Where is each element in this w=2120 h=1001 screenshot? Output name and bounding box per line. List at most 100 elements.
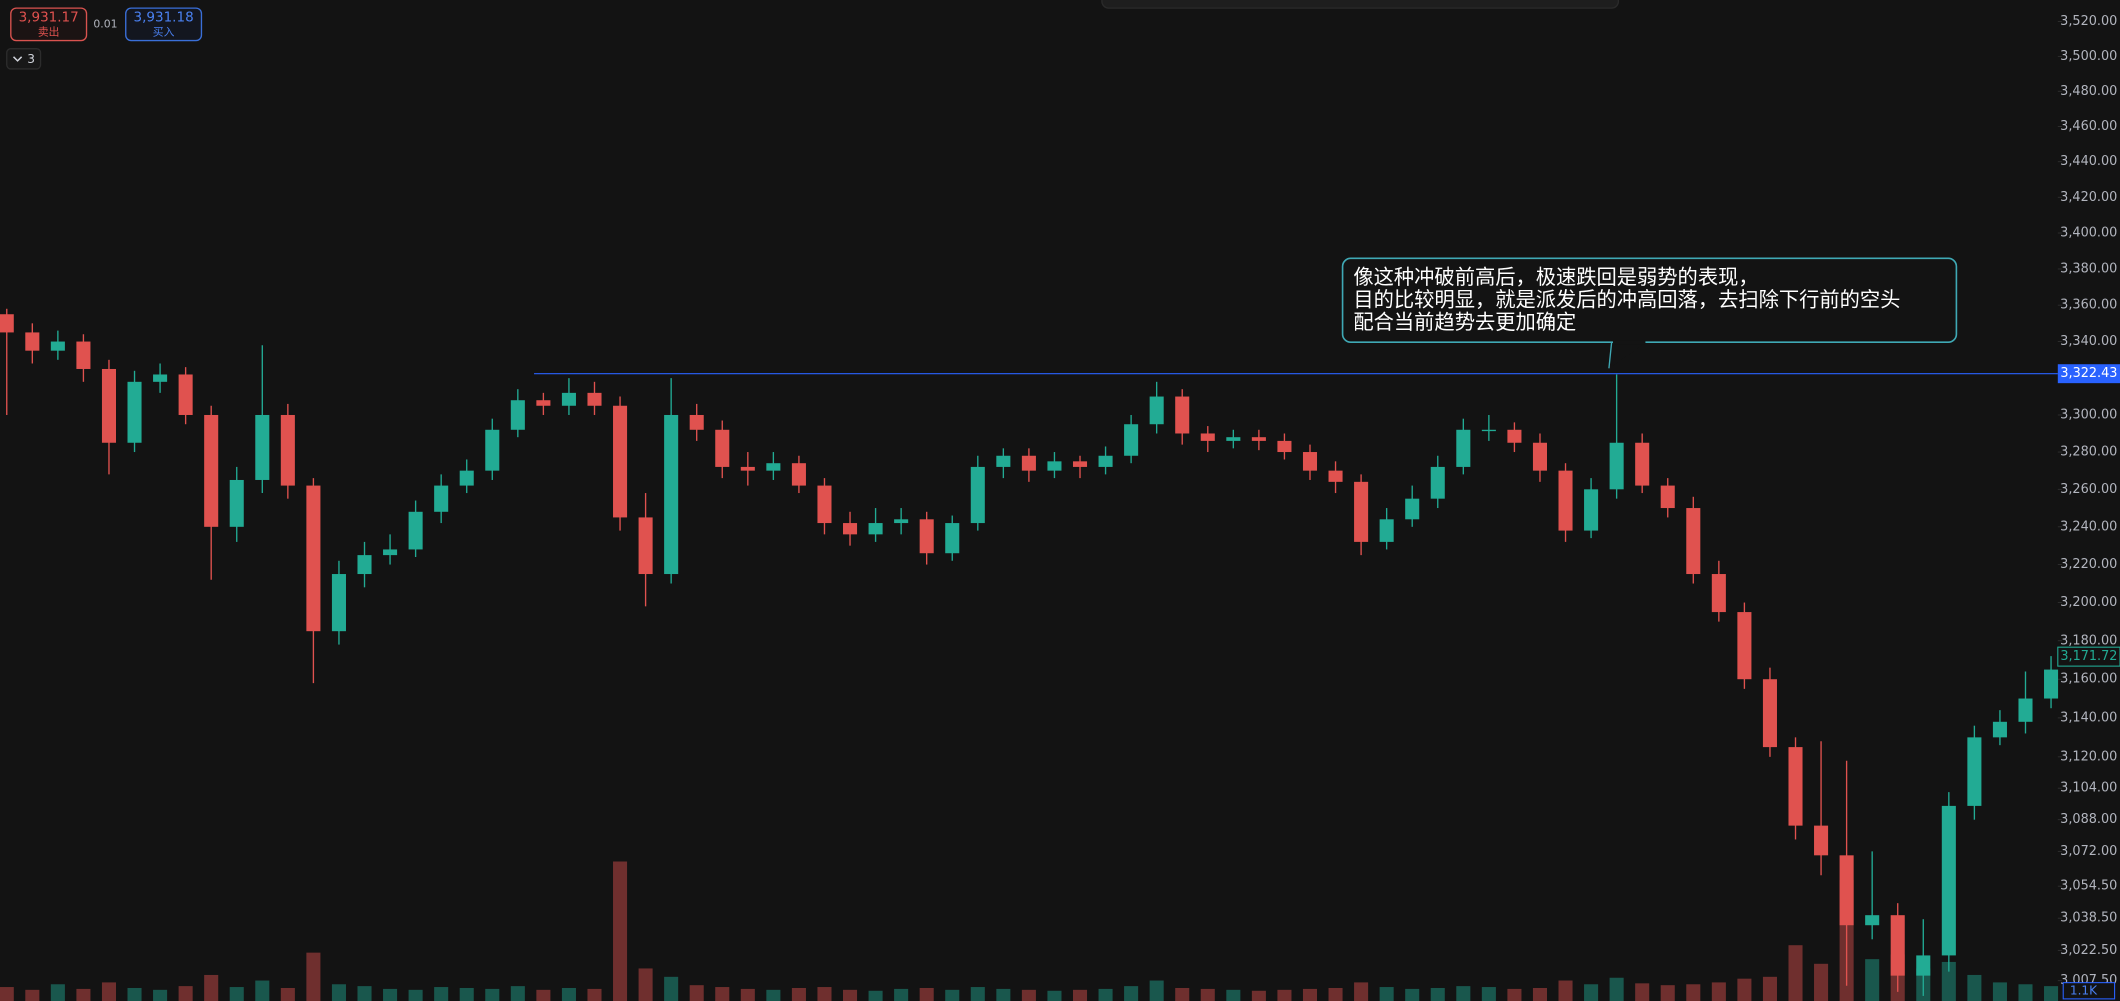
candle-body [408,511,423,550]
candle-body [485,429,500,471]
annotation-box [1341,257,1958,344]
candle-body [1967,737,1982,806]
candle-body [101,368,117,443]
y-tick-label: 3,300.00 [2060,407,2117,422]
candle-body [740,466,755,471]
y-tick-label: 3,480.00 [2060,84,2117,99]
y-tick-label: 3,104.00 [2060,781,2117,796]
top-toolbar[interactable] [1101,0,1620,9]
candle-body [1609,442,1624,490]
candle-body [1890,915,1905,976]
volume-bar [2018,984,2033,1001]
volume-bar [1047,990,1062,1001]
volume-bar [1175,987,1190,1001]
y-tick-label: 3,280.00 [2060,445,2117,460]
volume-bar [689,985,704,1001]
y-tick-label: 3,240.00 [2060,519,2117,534]
candle-body [868,523,883,535]
y-tick-label: 3,072.00 [2060,844,2117,859]
candle-body [1047,461,1062,471]
volume-bar [280,987,295,1001]
volume-bar [638,968,653,1001]
volume-bar [1814,963,1829,1001]
volume-bar [306,952,321,1001]
sell-price: 3,931.17 [19,10,79,26]
y-tick-label: 3,500.00 [2060,49,2117,64]
candle-body [1865,915,1880,926]
candle-body [1456,429,1471,467]
candle-body [1072,461,1088,467]
volume-bar [1532,987,1548,1001]
volume-bar [434,987,449,1001]
candle-body [255,414,270,480]
volume-bar [664,976,679,1001]
volume-bar [1379,987,1394,1001]
annotation-text: 配合当前趋势去更加确定 [1353,310,1576,334]
volume-bar [459,987,474,1001]
reference-badge [2057,364,2120,384]
y-tick-label: 3,340.00 [2060,334,2117,349]
volume-bar [1098,988,1113,1001]
candle-body [1686,508,1701,575]
volume-bar [1941,961,1956,1001]
volume-bar [1200,988,1215,1001]
candle-body [1660,485,1675,509]
sell-label: 卖出 [38,24,60,38]
candle-body [894,519,909,524]
volume-bar [740,988,755,1001]
candle-body [383,549,398,556]
volume-bar [1660,985,1675,1001]
volume-bar [1354,982,1369,1001]
volume-bar [229,987,244,1001]
volume-bar [127,987,142,1001]
candle-body [1379,519,1394,542]
candle-body [1558,470,1573,531]
volume-bar [485,988,500,1001]
volume-bar [0,987,14,1001]
volume-bar [1686,984,1701,1001]
candle-body [791,463,806,486]
volume-bar [1635,983,1650,1001]
annotation-text: 目的比较明显，就是派发后的冲高回落，去扫除下行前的空头 [1353,287,1900,311]
volume-bar [791,987,806,1001]
candle-body [25,332,40,351]
overlay: 3,931.17 卖出 0.01 3,931.18 买入 3 像这种冲破前高后，… [6,0,1958,369]
candle-body [996,455,1011,467]
y-tick-label: 3,260.00 [2060,482,2117,497]
candle-body [1635,442,1650,486]
dropdown-chevron [12,56,23,62]
candle-body [843,523,858,535]
reference-label: 3,322.43 [2060,366,2117,381]
volume-bar [1737,978,1752,1001]
buy-button[interactable] [125,7,203,42]
candle-body [178,374,193,415]
dropdown-value: 3 [27,52,35,66]
last-price-label: 3,171.72 [2060,649,2117,664]
sell-button[interactable] [10,7,88,42]
candle-body [1992,721,2007,738]
dropdown[interactable] [6,48,42,70]
y-tick-label: 3,140.00 [2060,710,2117,725]
volume-bar [408,989,423,1001]
y-tick-label: 3,160.00 [2060,672,2117,687]
y-tick-label: 3,360.00 [2060,298,2117,313]
y-tick-label: 3,420.00 [2060,190,2117,205]
candle-body [766,463,781,471]
volume-bar [536,989,551,1001]
buy-label: 买入 [153,25,175,38]
candle-body [229,479,244,527]
candle-body [1021,455,1036,471]
candle-body [1839,855,1854,926]
y-tick-label: 3,380.00 [2060,261,2117,276]
candle-body [76,341,91,369]
candle-body [1200,433,1215,441]
candle-body [459,470,474,486]
spread: 0.01 [93,17,117,30]
candle-body [1711,574,1726,613]
candle-body [587,392,602,406]
candle-body [1584,489,1599,531]
y-tick-label: 3,038.50 [2060,911,2117,926]
volume-bar [510,986,525,1001]
